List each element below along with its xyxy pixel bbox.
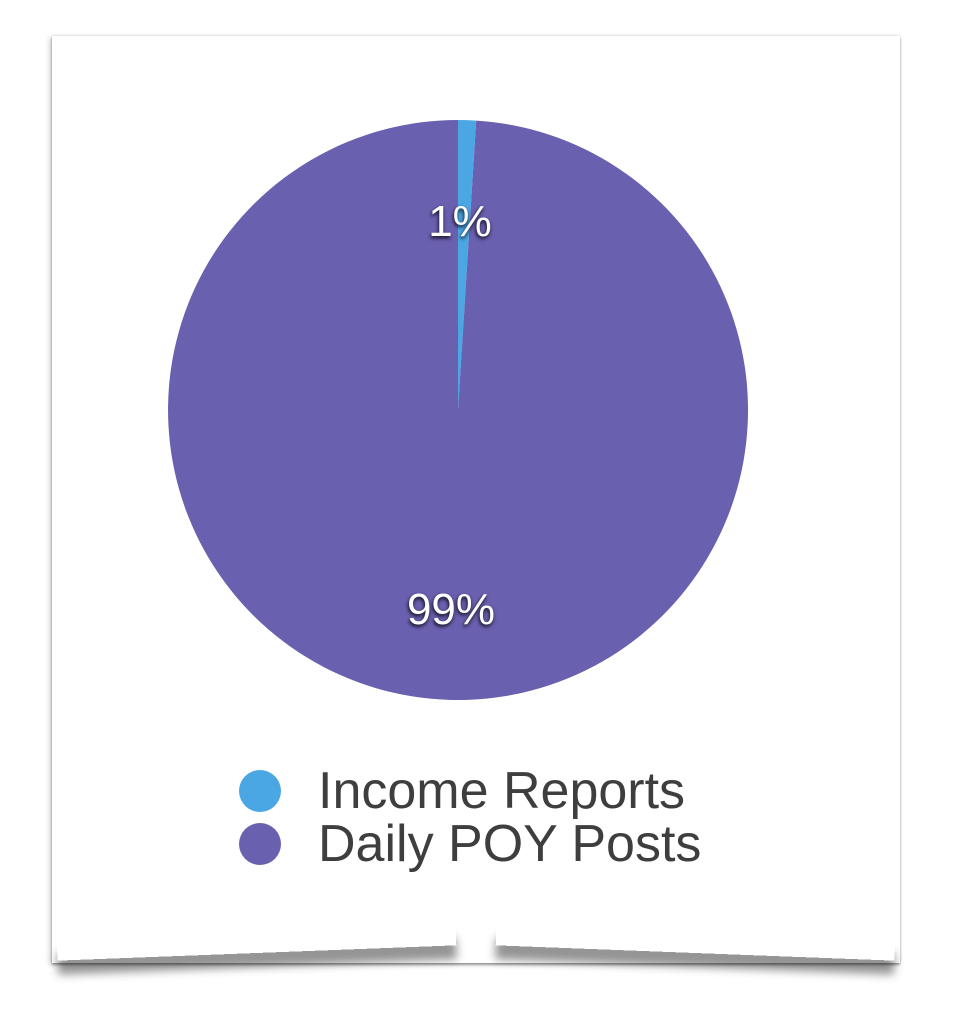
chart-legend: Income Reports Daily POY Posts (239, 764, 701, 870)
pie-slice-daily-poy-posts (168, 120, 749, 700)
pie-slice-income-reports (458, 120, 477, 410)
legend-swatch-income-reports-icon (239, 769, 281, 812)
chart-card: 1% 99% Income Reports Daily POY Posts (52, 36, 900, 963)
legend-item-income-reports: Income Reports (239, 764, 701, 817)
slice-value-label-income-reports: 1% (428, 197, 492, 246)
legend-swatch-daily-poy-posts-icon (239, 822, 281, 865)
legend-label-daily-poy-posts: Daily POY Posts (318, 814, 702, 873)
legend-label-income-reports: Income Reports (318, 761, 686, 820)
pie-chart (168, 120, 749, 700)
slice-value-label-daily-poy-posts: 99% (406, 585, 496, 634)
legend-item-daily-poy-posts: Daily POY Posts (239, 817, 701, 870)
